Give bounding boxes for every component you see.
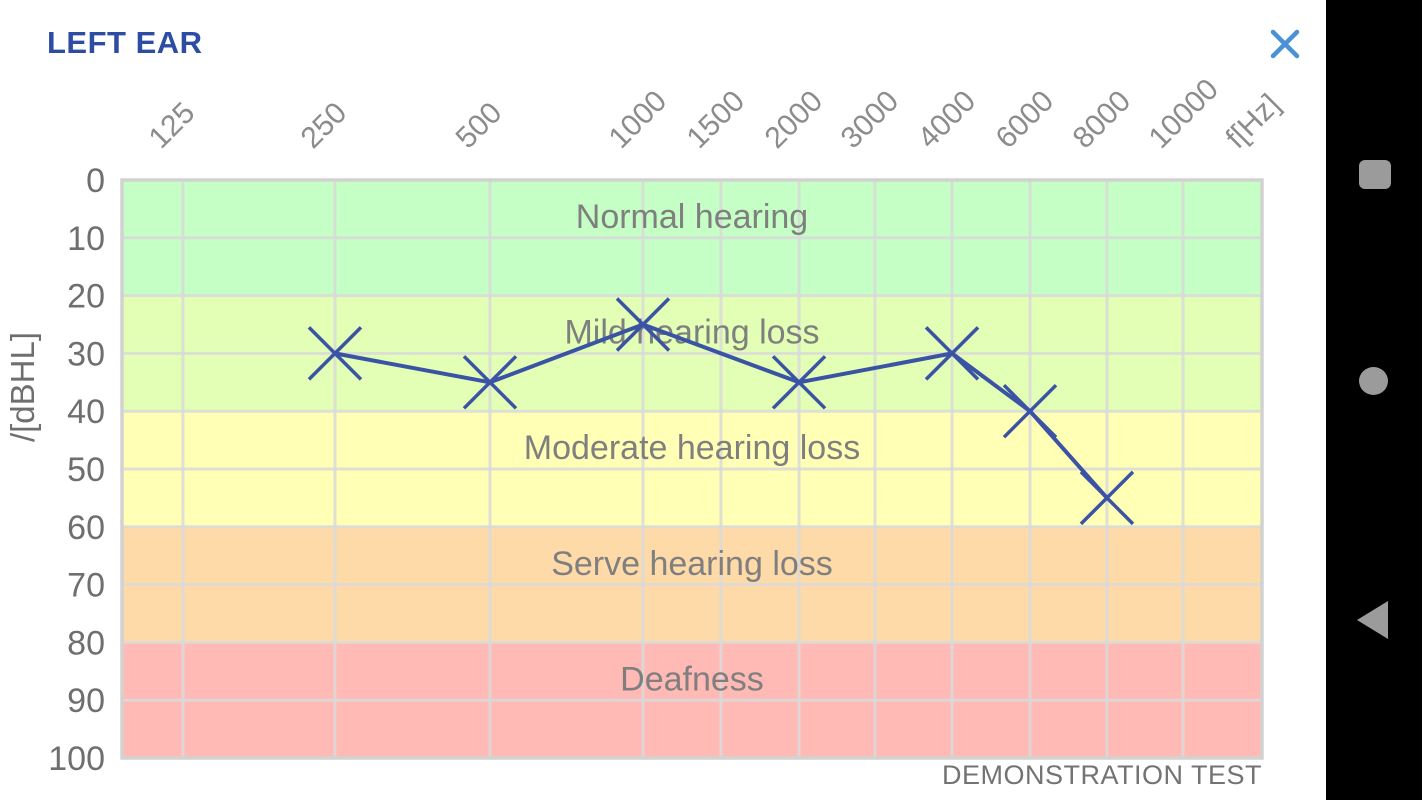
y-axis-tick-label: 0 <box>86 162 105 200</box>
y-axis-tick-label: 60 <box>67 509 105 547</box>
x-marker <box>1079 470 1135 526</box>
x-axis-tick-label: 1500 <box>681 84 752 155</box>
plot-frame <box>120 178 1264 760</box>
x-marker <box>924 326 980 381</box>
android-nav-bar <box>1326 0 1422 800</box>
audiogram-chart: Normal hearing Mild hearing loss Moderate … <box>4 73 1287 778</box>
band-label: Moderate hearing loss <box>524 429 860 467</box>
y-axis-title: /[dBHL] <box>4 332 41 442</box>
close-icon <box>1270 29 1300 59</box>
x-axis-tick-label: 6000 <box>990 84 1061 155</box>
y-axis-tick-label: 80 <box>67 624 105 662</box>
x-axis-unit-label: f[Hz] <box>1220 88 1287 155</box>
x-axis-tick-label: 500 <box>450 96 509 155</box>
x-axis-tick-label: 2000 <box>759 84 830 155</box>
y-axis-tick-label: 30 <box>67 335 105 373</box>
x-marker <box>771 355 827 410</box>
y-axis-tick-label: 40 <box>67 393 105 431</box>
recents-square-icon[interactable] <box>1359 160 1391 189</box>
x-marker <box>462 355 518 410</box>
band-label: Mild hearing loss <box>564 314 819 352</box>
page-title: LEFT EAR <box>47 25 203 60</box>
y-axis-tick-label: 100 <box>48 740 105 778</box>
band-label: Normal hearing <box>576 198 808 236</box>
x-marker <box>1002 383 1058 439</box>
back-triangle-icon[interactable] <box>1357 601 1388 639</box>
y-axis-tick-label: 90 <box>67 682 105 720</box>
y-axis-tick-label: 20 <box>67 278 105 316</box>
x-axis-tick-label: 10000 <box>1143 73 1225 155</box>
y-axis-tick-label: 10 <box>67 220 105 258</box>
x-axis-tick-label: 125 <box>143 96 202 155</box>
band-label: Deafness <box>620 660 764 698</box>
y-axis-tick-label: 70 <box>67 567 105 605</box>
x-axis-tick-label: 4000 <box>912 84 983 155</box>
x-axis-tick-label: 1000 <box>603 84 674 155</box>
close-button[interactable] <box>1266 25 1304 63</box>
x-axis-tick-label: 250 <box>295 96 354 155</box>
x-marker <box>307 326 363 381</box>
band-label: Serve hearing loss <box>551 545 833 583</box>
x-axis-tick-label: 8000 <box>1067 84 1138 155</box>
y-axis-tick-label: 50 <box>67 451 105 489</box>
x-axis-tick-label: 3000 <box>835 84 906 155</box>
demonstration-test-label: DEMONSTRATION TEST <box>941 760 1262 790</box>
x-marker <box>615 297 671 352</box>
home-circle-icon[interactable] <box>1359 367 1388 395</box>
